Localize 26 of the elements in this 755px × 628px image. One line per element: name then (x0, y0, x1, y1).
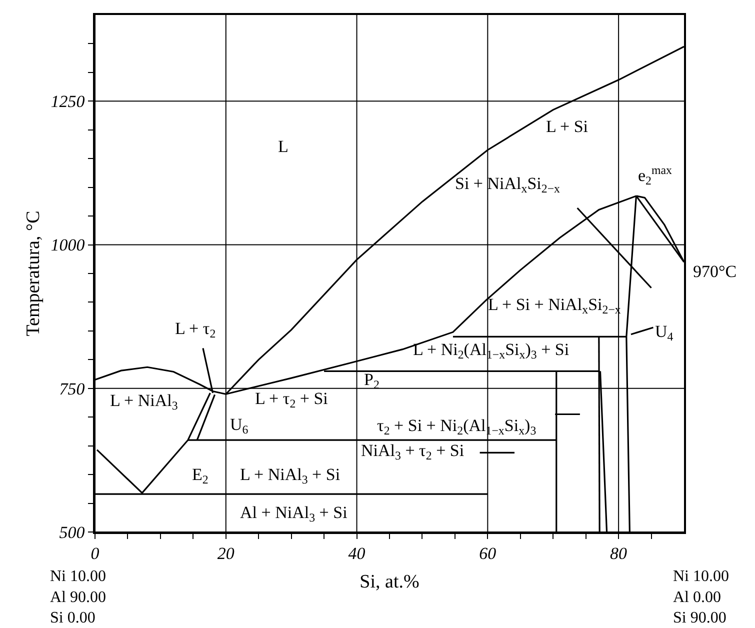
x-tick-label: 80 (610, 544, 628, 564)
annotation: Si + NiAl$_{x}$Si$_{2−x}$ (455, 174, 560, 196)
x-tick-label: 0 (90, 544, 100, 564)
text: Ni 10.00 Al 0.00 Si 90.00 (673, 568, 729, 627)
annotation: U$_{4}$ (655, 322, 674, 344)
annotation: L + τ$_{2}$ + Si (255, 389, 328, 411)
x-axis-title: Si, at.% (360, 572, 420, 592)
annotation: U$_{6}$ (230, 415, 248, 437)
annotation: Al + NiAl$_{3}$ + Si (240, 503, 348, 525)
text: 970°C (693, 262, 737, 281)
annotation: L + τ$_{2}$ (175, 319, 216, 341)
y-tick-label: 750 (59, 379, 86, 398)
y-axis-title: Temperatura, °C (23, 210, 44, 336)
x-tick-label: 60 (479, 544, 497, 564)
y-tick-label: 1250 (50, 92, 86, 112)
annotation: L + NiAl$_{3}$ (110, 391, 178, 413)
annotation: NiAl$_{3}$ + τ$_{2}$ + Si (361, 441, 464, 463)
x-tick-label: 40 (348, 544, 366, 564)
y-tick-label: 500 (59, 522, 86, 542)
y-tick-label: 1000 (50, 236, 86, 255)
text: Ni 10.00 Al 90.00 Si 0.00 (50, 568, 106, 627)
annotation: L + Si (546, 117, 588, 136)
x-tick-label: 20 (217, 544, 235, 564)
annotation: E$_{2}$ (192, 465, 208, 487)
annotation: L (278, 137, 288, 156)
annotation: L + NiAl$_{3}$ + Si (240, 465, 340, 487)
